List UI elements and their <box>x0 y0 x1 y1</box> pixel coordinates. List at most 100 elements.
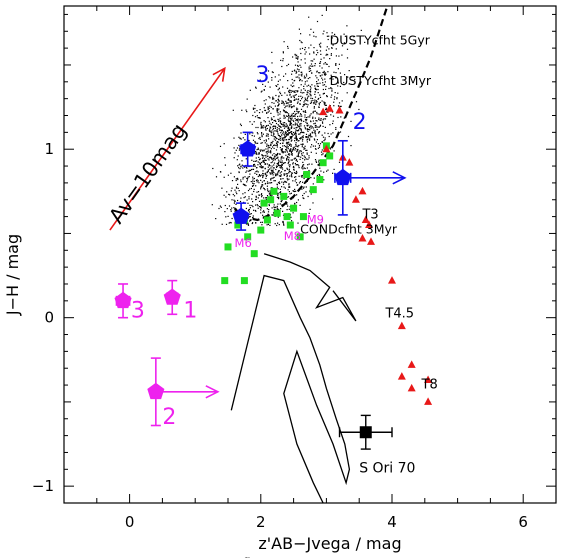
field-star-point <box>246 181 248 183</box>
field-star-point <box>295 119 297 122</box>
field-star-point <box>264 121 266 123</box>
field-star-point <box>297 111 299 113</box>
field-star-point <box>272 157 275 159</box>
field-star-point <box>237 165 239 167</box>
field-star-point <box>307 96 309 98</box>
field-star-point <box>242 167 244 169</box>
field-star-point <box>302 105 304 108</box>
field-star-point <box>295 170 298 172</box>
field-star-point <box>319 101 321 104</box>
field-star-point <box>262 214 264 216</box>
field-star-point <box>267 70 270 72</box>
field-star-point <box>284 132 286 134</box>
field-star-point <box>249 216 251 218</box>
field-star-point <box>271 165 273 167</box>
field-star-point <box>250 169 252 172</box>
field-star-point <box>285 149 287 151</box>
field-star-point <box>309 68 311 70</box>
field-star-point <box>267 148 269 150</box>
field-star-point <box>263 150 265 152</box>
field-star-point <box>289 171 291 173</box>
field-star-point <box>290 145 292 147</box>
field-star-point <box>316 101 318 103</box>
field-star-point <box>290 131 292 133</box>
field-star-point <box>279 203 281 205</box>
field-star-point <box>301 153 303 155</box>
field-star-point <box>273 204 275 206</box>
field-star-point <box>275 100 277 102</box>
field-star-point <box>285 73 287 75</box>
field-star-point <box>294 54 296 56</box>
field-star-point <box>252 139 255 141</box>
field-star-point <box>249 207 251 209</box>
field-star-point <box>335 127 337 129</box>
field-star-point <box>311 72 313 74</box>
field-star-point <box>313 129 315 131</box>
red-triangle-point <box>325 104 334 112</box>
field-star-point <box>330 114 332 116</box>
field-star-point <box>316 113 318 115</box>
field-star-point <box>270 150 272 152</box>
s-ori-70-point <box>359 426 372 439</box>
field-star-point <box>278 175 281 177</box>
field-star-point <box>314 110 316 112</box>
field-star-point <box>334 33 336 35</box>
field-star-point <box>358 108 360 111</box>
field-star-point <box>249 220 251 222</box>
field-star-point <box>258 159 261 161</box>
field-star-point <box>334 92 336 94</box>
field-star-point <box>290 153 292 155</box>
field-star-point <box>301 47 304 49</box>
field-star-point <box>301 137 303 139</box>
field-star-point <box>323 101 325 103</box>
field-star-point <box>272 169 274 171</box>
s-ori-70-label: S Ori 70 <box>359 461 415 477</box>
field-star-point <box>272 122 274 124</box>
field-star-point <box>247 189 250 192</box>
field-star-point <box>291 113 293 115</box>
field-star-point <box>309 190 311 192</box>
field-star-point <box>290 101 292 103</box>
field-star-point <box>307 195 309 198</box>
field-star-point <box>301 174 303 177</box>
field-star-point <box>265 159 267 161</box>
field-star-point <box>301 154 303 156</box>
field-star-point <box>278 108 280 110</box>
field-star-point <box>269 168 271 170</box>
field-star-point <box>264 167 266 169</box>
field-star-point <box>328 35 330 37</box>
field-star-point <box>262 172 264 175</box>
field-star-point <box>279 160 281 162</box>
field-star-point <box>289 105 291 107</box>
field-star-point <box>280 135 282 138</box>
field-star-point <box>252 176 254 178</box>
field-star-point <box>299 204 301 206</box>
field-star-point <box>295 159 298 161</box>
field-star-point <box>237 199 239 202</box>
field-star-point <box>303 88 305 90</box>
field-star-point <box>337 116 339 119</box>
field-star-point <box>252 184 255 186</box>
field-star-point <box>296 194 298 196</box>
field-star-point <box>270 141 272 144</box>
field-star-point <box>299 113 302 115</box>
field-star-point <box>301 75 303 77</box>
field-star-point <box>281 204 283 206</box>
field-star-point <box>270 112 272 114</box>
field-star-point <box>234 210 236 212</box>
field-star-point <box>266 127 268 130</box>
field-star-point <box>314 139 316 141</box>
field-star-point <box>223 194 225 196</box>
field-star-point <box>247 210 250 212</box>
field-star-point <box>273 162 276 164</box>
field-star-point <box>316 139 318 141</box>
field-star-point <box>275 149 278 151</box>
field-star-point <box>288 143 290 145</box>
field-star-point <box>255 167 258 169</box>
field-star-point <box>273 132 275 135</box>
field-star-point <box>324 62 326 64</box>
field-star-point <box>262 167 264 169</box>
field-star-point <box>282 131 285 133</box>
field-star-point <box>290 150 292 153</box>
field-star-point <box>297 153 299 155</box>
